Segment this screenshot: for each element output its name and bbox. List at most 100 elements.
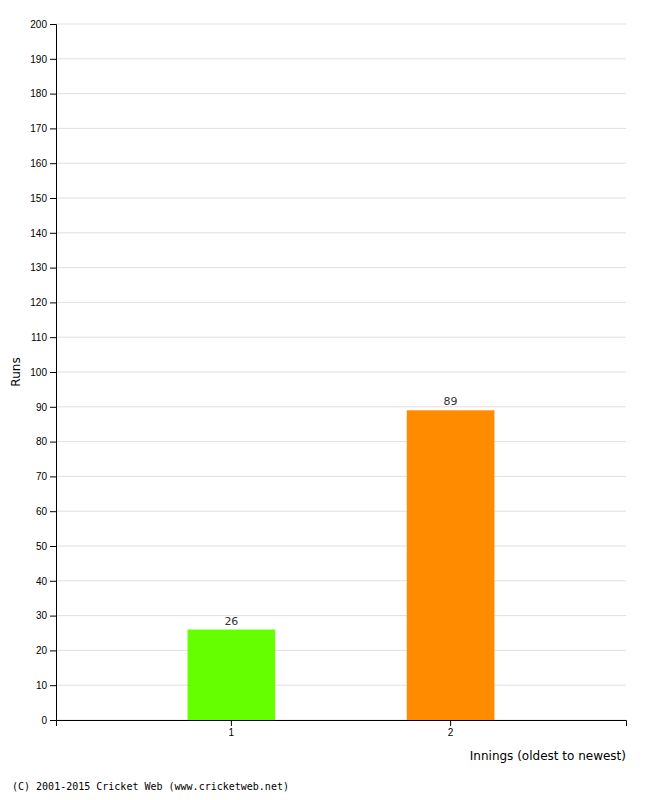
y-tick: 120 <box>30 297 56 308</box>
y-tick-label: 30 <box>36 610 48 621</box>
y-tick-mark <box>50 581 56 582</box>
y-tick-mark <box>50 372 56 373</box>
y-tick-mark <box>50 476 56 477</box>
y-tick-mark <box>50 546 56 547</box>
y-tick-mark <box>50 650 56 651</box>
y-tick-label: 190 <box>30 54 47 65</box>
bar <box>407 410 495 720</box>
y-tick-label: 90 <box>36 402 48 413</box>
data-label: 89 <box>444 395 458 408</box>
grid-line <box>56 337 626 338</box>
bar <box>188 630 276 720</box>
y-tick-mark <box>50 163 56 164</box>
grid-line <box>56 476 626 477</box>
y-tick-mark <box>50 442 56 443</box>
x-tick-label: 2 <box>448 727 454 738</box>
y-axis-title: Runs <box>9 357 23 386</box>
y-tick-mark <box>50 720 56 721</box>
x-axis: 12 <box>57 720 627 738</box>
data-labels: 26 89 <box>224 395 457 627</box>
y-tick: 150 <box>30 193 56 204</box>
y-tick-label: 160 <box>30 158 47 169</box>
y-tick-label: 120 <box>30 297 47 308</box>
grid-line <box>56 267 626 268</box>
y-tick-mark <box>50 128 56 129</box>
x-tick: 2 <box>448 720 454 738</box>
y-tick: 100 <box>30 367 56 378</box>
y-tick-label: 100 <box>30 367 47 378</box>
y-tick-mark <box>50 198 56 199</box>
grid-line <box>56 650 626 651</box>
y-tick-mark <box>50 337 56 338</box>
grid-line <box>56 441 626 442</box>
x-axis-line <box>57 721 627 727</box>
grid-line <box>56 406 626 407</box>
y-tick: 170 <box>30 123 56 134</box>
grid-line <box>56 93 626 94</box>
y-tick-label: 50 <box>36 541 48 552</box>
x-tick: 1 <box>229 720 235 738</box>
y-tick: 50 <box>36 541 56 552</box>
y-tick: 20 <box>36 645 56 656</box>
y-tick: 190 <box>30 54 56 65</box>
y-tick-label: 140 <box>30 228 47 239</box>
y-tick: 90 <box>36 402 56 413</box>
y-tick-mark <box>50 616 56 617</box>
footer: (C) 2001-2015 Cricket Web (www.cricketwe… <box>12 781 289 792</box>
y-tick: 80 <box>36 436 56 447</box>
grid-line <box>56 685 626 686</box>
y-tick-label: 200 <box>30 19 47 30</box>
y-tick-mark <box>50 511 56 512</box>
y-tick: 70 <box>36 471 56 482</box>
grid-line <box>56 24 626 25</box>
y-tick-mark <box>50 407 56 408</box>
chart-container: 0 10 20 30 40 50 60 70 80 90 100 110 120 130 140 150 160… <box>0 0 650 800</box>
x-tick-mark <box>450 720 451 726</box>
y-tick-label: 150 <box>30 193 47 204</box>
grid-line <box>56 546 626 547</box>
data-label: 26 <box>224 615 238 628</box>
y-tick-mark <box>50 685 56 686</box>
grid-line <box>56 128 626 129</box>
y-tick: 60 <box>36 506 56 517</box>
grid <box>56 24 626 720</box>
x-tick-mark <box>231 720 232 726</box>
y-tick: 110 <box>31 332 56 343</box>
y-axis-line <box>50 25 57 721</box>
y-tick-label: 70 <box>36 471 48 482</box>
y-tick-mark <box>50 94 56 95</box>
grid-line <box>56 302 626 303</box>
y-tick-mark <box>50 233 56 234</box>
y-tick-label: 170 <box>30 123 47 134</box>
y-tick-label: 40 <box>36 576 48 587</box>
y-tick-mark <box>50 268 56 269</box>
y-tick-mark <box>50 24 56 25</box>
y-tick: 160 <box>30 158 56 169</box>
plot: 0 10 20 30 40 50 60 70 80 90 100 110 120 130 140 150 160… <box>30 19 626 738</box>
y-tick-label: 80 <box>36 436 48 447</box>
y-tick-mark <box>50 59 56 60</box>
x-axis-title: Innings (oldest to newest) <box>470 749 626 763</box>
y-tick-label: 20 <box>36 645 48 656</box>
y-tick: 200 <box>30 19 56 30</box>
y-tick-mark <box>50 302 56 303</box>
y-tick-label: 180 <box>30 88 47 99</box>
grid-line <box>56 232 626 233</box>
grid-line <box>56 580 626 581</box>
grid-line <box>56 198 626 199</box>
grid-line <box>56 615 626 616</box>
y-tick-label: 110 <box>31 332 47 343</box>
x-tick-label: 1 <box>229 727 235 738</box>
y-tick-label: 0 <box>41 715 47 726</box>
chart: 0 10 20 30 40 50 60 70 80 90 100 110 120 130 140 150 160… <box>0 0 650 800</box>
y-tick-label: 10 <box>36 680 48 691</box>
y-tick: 0 <box>41 715 56 726</box>
y-tick-label: 130 <box>30 262 47 273</box>
grid-line <box>56 163 626 164</box>
y-tick-label: 60 <box>36 506 48 517</box>
y-tick: 140 <box>30 228 56 239</box>
y-tick: 40 <box>36 576 56 587</box>
y-tick: 180 <box>30 88 56 99</box>
y-tick: 10 <box>36 680 56 691</box>
bars <box>188 410 495 720</box>
